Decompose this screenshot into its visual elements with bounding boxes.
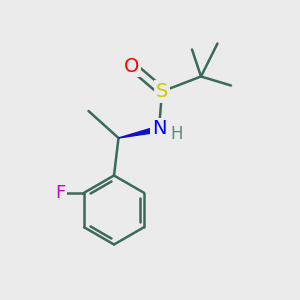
Text: N: N xyxy=(152,119,166,139)
Text: O: O xyxy=(124,56,140,76)
Polygon shape xyxy=(118,126,160,138)
Text: H: H xyxy=(170,125,183,143)
Text: F: F xyxy=(55,184,65,202)
Text: S: S xyxy=(156,82,168,101)
